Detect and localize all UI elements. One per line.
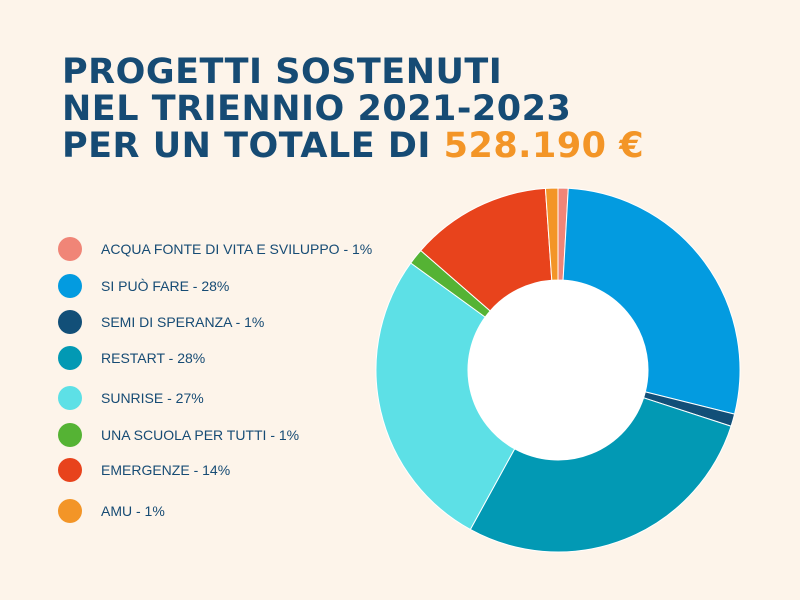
title-line-3-prefix: PER UN TOTALE DI — [62, 126, 444, 166]
legend-swatch — [58, 499, 82, 523]
legend-item: SI PUÒ FARE - 28% — [58, 273, 229, 299]
legend-item: UNA SCUOLA PER TUTTI - 1% — [58, 422, 299, 448]
legend-label: UNA SCUOLA PER TUTTI - 1% — [101, 427, 300, 443]
legend-label: SEMI DI SPERANZA - 1% — [101, 314, 265, 330]
legend-swatch — [58, 346, 82, 370]
legend-label: SI PUÒ FARE - 28% — [101, 278, 230, 294]
donut-chart — [375, 187, 741, 553]
legend-swatch — [58, 423, 82, 447]
legend-item: SUNRISE - 27% — [58, 385, 204, 411]
legend-swatch — [58, 237, 82, 261]
title-line-1: PROGETTI SOSTENUTI — [62, 52, 503, 92]
title-line-3: PER UN TOTALE DI 528.190 € — [62, 128, 644, 165]
legend-swatch — [58, 386, 82, 410]
chart-title: PROGETTI SOSTENUTI NEL TRIENNIO 2021-202… — [62, 54, 644, 165]
legend-item: AMU - 1% — [58, 498, 165, 524]
legend-item: EMERGENZE - 14% — [58, 457, 230, 483]
legend-item: RESTART - 28% — [58, 345, 205, 371]
legend-label: AMU - 1% — [101, 503, 165, 519]
legend-item: ACQUA FONTE DI VITA E SVILUPPO - 1% — [58, 236, 372, 262]
title-total-amount: 528.190 € — [443, 126, 645, 166]
legend-label: SUNRISE - 27% — [101, 390, 204, 406]
title-line-2: NEL TRIENNIO 2021-2023 — [62, 89, 572, 129]
legend-label: ACQUA FONTE DI VITA E SVILUPPO - 1% — [101, 241, 373, 257]
legend-swatch — [58, 274, 82, 298]
legend-label: RESTART - 28% — [101, 350, 206, 366]
legend-swatch — [58, 310, 82, 334]
donut-hole — [468, 280, 648, 460]
legend-swatch — [58, 458, 82, 482]
donut-slice — [375, 262, 516, 531]
legend-item: SEMI DI SPERANZA - 1% — [58, 309, 264, 335]
legend-label: EMERGENZE - 14% — [101, 462, 231, 478]
